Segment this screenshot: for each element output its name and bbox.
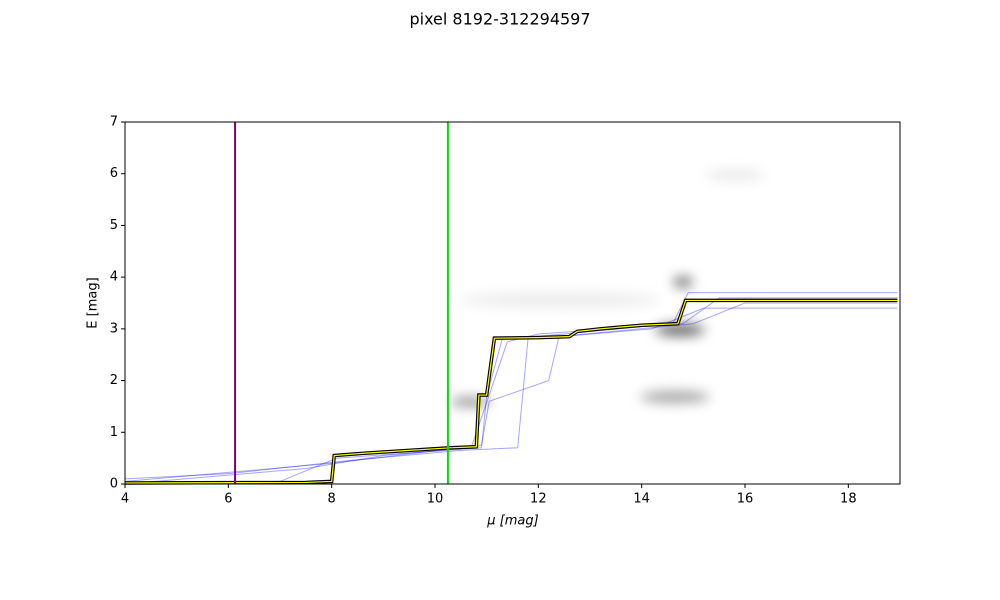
y-tick-label: 6 (110, 166, 118, 181)
y-tick-label: 5 (110, 218, 118, 233)
sample-line (124, 302, 898, 482)
y-tick-label: 3 (110, 321, 118, 336)
best-fit-highlight (124, 299, 898, 484)
x-tick-label: 10 (427, 492, 444, 507)
density-blob (655, 324, 705, 336)
x-tick-label: 16 (737, 492, 754, 507)
y-tick-label: 2 (110, 373, 118, 388)
density-blob (460, 292, 660, 308)
x-tick-label: 4 (121, 492, 129, 507)
sample-line (124, 307, 898, 480)
y-tick-label: 1 (110, 425, 118, 440)
density-blob (640, 391, 710, 403)
y-tick-label: 0 (110, 477, 118, 492)
y-tick-label: 4 (110, 270, 118, 285)
x-tick-label: 18 (840, 492, 857, 507)
sample-line (124, 292, 898, 485)
best-fit-line (124, 298, 898, 485)
y-tick-label: 7 (110, 115, 118, 130)
x-axis-label: μ [mag] (486, 514, 538, 529)
x-tick-label: 12 (530, 492, 547, 507)
x-tick-label: 8 (328, 492, 336, 507)
density-blob (450, 397, 490, 407)
density-background (450, 169, 765, 407)
x-tick-label: 6 (224, 492, 232, 507)
density-blob (705, 169, 765, 181)
x-tick-label: 14 (633, 492, 650, 507)
chart-title: pixel 8192-312294597 (409, 10, 590, 29)
sample-line (124, 297, 898, 485)
density-blob (673, 276, 693, 288)
plot-frame (124, 121, 901, 485)
y-axis-label: E [mag] (86, 277, 101, 328)
